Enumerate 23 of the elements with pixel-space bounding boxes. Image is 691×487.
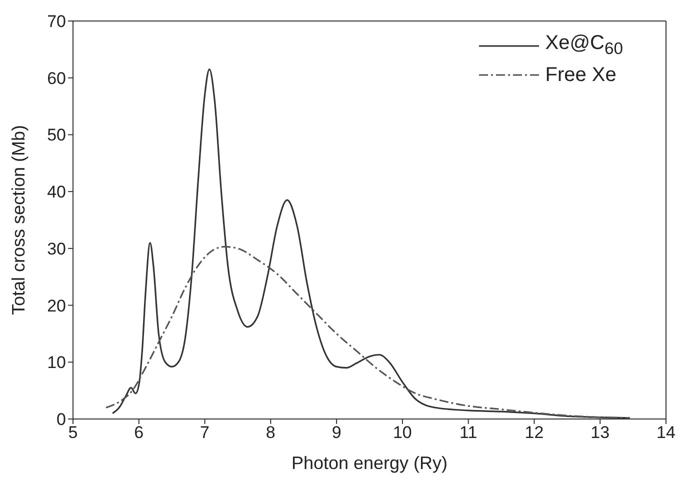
x-tick-label: 10 <box>392 423 412 442</box>
x-tick-label: 6 <box>134 423 144 442</box>
y-tick-label: 50 <box>47 126 66 145</box>
y-axis-title: Total cross section (Mb) <box>8 124 28 316</box>
x-tick-label: 13 <box>590 423 610 442</box>
y-tick-label: 60 <box>47 68 66 88</box>
y-tick-label: 0 <box>56 410 66 430</box>
y-tick-label: 30 <box>47 239 66 258</box>
y-tick-label: 40 <box>47 182 66 202</box>
line-series <box>105 246 631 419</box>
legend-label: Xe@C$_{60}$ <box>545 31 623 60</box>
x-tick-label: 8 <box>266 423 276 442</box>
x-tick-label: 7 <box>200 423 210 442</box>
x-tick-label: 14 <box>656 423 676 442</box>
x-axis-title: Photon energy (Ry) <box>291 453 448 473</box>
x-tick-label: 5 <box>68 423 78 442</box>
legend-label: Free Xe <box>545 63 616 88</box>
y-tick-label: 70 <box>47 12 66 32</box>
x-tick-label: 12 <box>524 423 544 442</box>
y-tick-label: 10 <box>47 353 66 372</box>
x-tick-label: 9 <box>332 423 342 442</box>
x-tick-label: 11 <box>460 423 478 442</box>
y-tick-label: 20 <box>47 296 66 316</box>
